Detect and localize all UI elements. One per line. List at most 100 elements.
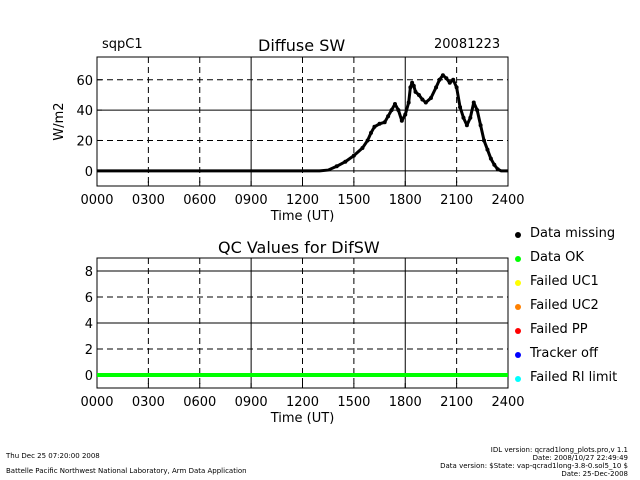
legend-label: Failed Rl limit <box>530 370 618 385</box>
footer-version-info: IDL version: qcrad1long_plots.pro,v 1.1 … <box>440 446 628 478</box>
data-point <box>458 105 463 110</box>
data-point <box>482 138 487 143</box>
y-tick-label: 0 <box>85 165 93 180</box>
data-point <box>488 156 493 161</box>
legend-marker <box>515 328 521 334</box>
footer-timestamp: Thu Dec 25 07:20:00 2008 <box>6 452 100 460</box>
data-point <box>343 159 348 164</box>
y-tick-label: 40 <box>76 104 93 119</box>
date-label: 20081223 <box>434 37 501 52</box>
x-axis-label: Time (UT) <box>270 411 335 426</box>
footer-version-line: Date: 2008/10/27 22:49:49 <box>532 454 628 462</box>
legend-label: Data OK <box>530 250 584 265</box>
data-point <box>492 162 497 167</box>
y-tick-label: 6 <box>85 291 93 306</box>
x-tick-label: 1200 <box>286 193 319 208</box>
y-axis-label: W/m2 <box>52 102 67 140</box>
x-tick-label: 1500 <box>337 395 370 410</box>
data-point <box>403 112 408 117</box>
y-tick-label: 8 <box>85 265 93 280</box>
legend-label: Failed UC1 <box>530 274 599 289</box>
data-point <box>416 92 421 97</box>
data-point <box>495 167 500 172</box>
y-tick-label: 2 <box>85 343 93 358</box>
x-tick-label: 0900 <box>235 395 268 410</box>
data-point <box>386 114 391 119</box>
data-point <box>382 120 387 125</box>
y-tick-label: 60 <box>76 74 93 89</box>
data-point <box>471 100 476 105</box>
data-point <box>396 108 401 113</box>
data-point <box>478 123 483 128</box>
plot-frame <box>96 257 509 389</box>
legend-marker <box>515 304 521 310</box>
data-point <box>464 123 469 128</box>
x-tick-label: 1500 <box>337 193 370 208</box>
legend-label: Failed UC2 <box>530 298 599 313</box>
x-tick-label: 1800 <box>389 395 422 410</box>
data-point <box>454 85 459 90</box>
data-point <box>389 108 394 113</box>
chart-title: Diffuse SW <box>258 36 346 55</box>
footer-version-line: Data version: $State: vap-qcrad1long-3.8… <box>440 462 628 470</box>
x-tick-label: 0000 <box>80 193 113 208</box>
site-label: sqpC1 <box>102 37 143 52</box>
data-point <box>451 77 456 82</box>
data-point <box>444 76 449 81</box>
data-point <box>485 147 490 152</box>
data-point <box>440 73 445 78</box>
y-tick-label: 0 <box>85 369 93 384</box>
legend-marker <box>515 256 521 262</box>
x-tick-label: 2100 <box>440 395 473 410</box>
diffuse-sw-plot: 0000 0300 0600 0900 1200 1500 1800 2100 2400 0 20 4… <box>52 56 525 224</box>
data-point <box>434 85 439 90</box>
footer-credit: Battelle Pacific Northwest National Labo… <box>6 467 247 475</box>
x-tick-label: 2400 <box>491 395 524 410</box>
legend-marker <box>515 280 521 286</box>
x-tick-label: 0300 <box>132 395 165 410</box>
x-axis-label: Time (UT) <box>270 209 335 224</box>
data-point <box>420 97 425 102</box>
x-tick-label: 0600 <box>183 395 216 410</box>
qc-chart-title: QC Values for DifSW <box>218 238 380 257</box>
data-point <box>423 100 428 105</box>
data-point <box>406 100 411 105</box>
data-point <box>377 121 382 126</box>
data-point <box>360 146 365 151</box>
data-point <box>461 115 466 120</box>
data-point <box>399 118 404 123</box>
data-point <box>369 130 373 135</box>
footer-version-line: Date: 25-Dec-2008 <box>561 470 628 478</box>
data-point <box>410 80 415 85</box>
data-point <box>351 153 356 158</box>
legend-label: Tracker off <box>530 346 598 361</box>
x-tick-label: 1200 <box>286 395 319 410</box>
legend-marker <box>515 376 521 382</box>
y-tick-label: 20 <box>76 134 93 149</box>
data-point <box>475 108 480 113</box>
x-tick-label: 2400 <box>491 193 524 208</box>
x-tick-label: 0000 <box>80 395 113 410</box>
y-tick-label: 4 <box>85 317 93 332</box>
data-point <box>411 83 416 88</box>
data-point <box>334 164 339 169</box>
legend-marker <box>515 352 521 358</box>
qc-values-plot: 0000 0300 0600 0900 1200 1500 1800 2100 2400 0 2 4 6… <box>80 257 525 426</box>
data-point <box>468 115 473 120</box>
legend-label: Data missing <box>530 226 616 241</box>
data-point <box>413 89 418 94</box>
x-tick-label: 2100 <box>440 193 473 208</box>
data-point <box>437 77 442 82</box>
data-point <box>447 80 452 85</box>
data-point <box>372 124 377 129</box>
footer-version-line: IDL version: qcrad1long_plots.pro,v 1.1 <box>490 446 628 454</box>
legend-label: Failed PP <box>530 322 588 337</box>
data-point <box>392 102 397 107</box>
plot-frame <box>96 56 509 187</box>
data-point <box>365 138 370 143</box>
x-tick-label: 0900 <box>235 193 268 208</box>
data-point <box>408 85 413 90</box>
x-tick-label: 0300 <box>132 193 165 208</box>
legend-marker <box>515 232 521 238</box>
